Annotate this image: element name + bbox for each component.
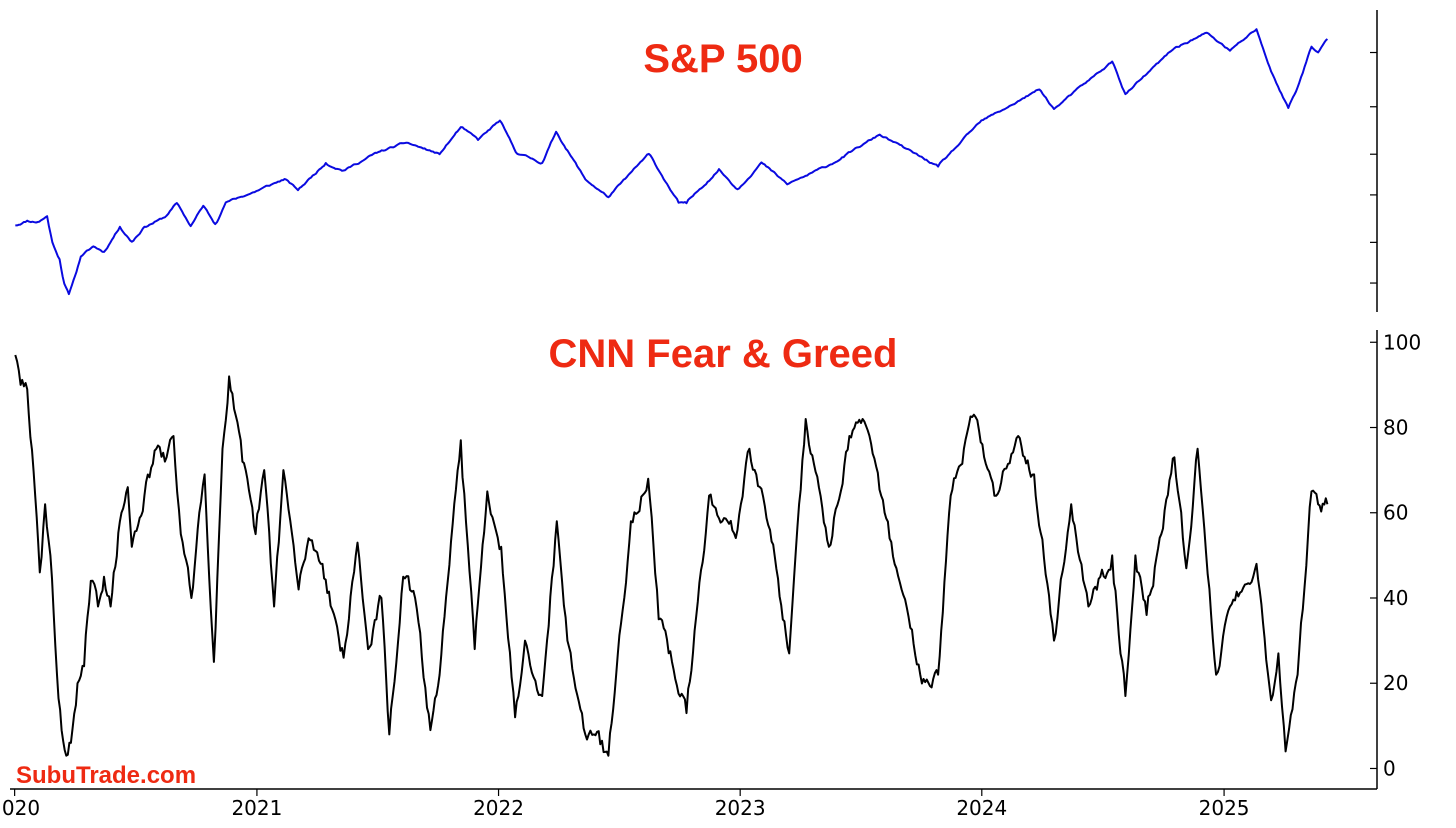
sp500-y-ticks bbox=[1370, 51, 1377, 284]
x-tick-label-1: 2021 bbox=[231, 796, 282, 820]
fear-greed-y-ticks: 0 20 40 60 80 100 bbox=[1370, 330, 1421, 780]
fear-greed-title: CNN Fear & Greed bbox=[549, 332, 898, 376]
x-tick-label-4: 2024 bbox=[956, 796, 1007, 820]
fear-greed-series-line bbox=[14, 354, 1329, 757]
sp500-panel: S&P 500 bbox=[15, 10, 1378, 312]
fear-greed-y-tick-label-1: 20 bbox=[1383, 671, 1408, 695]
x-tick-label-5: 2025 bbox=[1199, 796, 1250, 820]
fear-greed-y-tick-label-4: 80 bbox=[1383, 416, 1408, 440]
fear-greed-y-tick-label-0: 0 bbox=[1383, 756, 1396, 780]
watermark-text: SubuTrade.com bbox=[16, 762, 196, 789]
sp500-title: S&P 500 bbox=[643, 37, 802, 81]
fear-greed-y-tick-label-3: 60 bbox=[1383, 501, 1408, 525]
fear-greed-y-tick-label-5: 100 bbox=[1383, 330, 1421, 354]
fear-greed-y-tick-label-2: 40 bbox=[1383, 586, 1408, 610]
x-tick-label-2: 2022 bbox=[473, 796, 524, 820]
x-tick-label-3: 2023 bbox=[715, 796, 766, 820]
sp500-series-line bbox=[15, 28, 1329, 296]
